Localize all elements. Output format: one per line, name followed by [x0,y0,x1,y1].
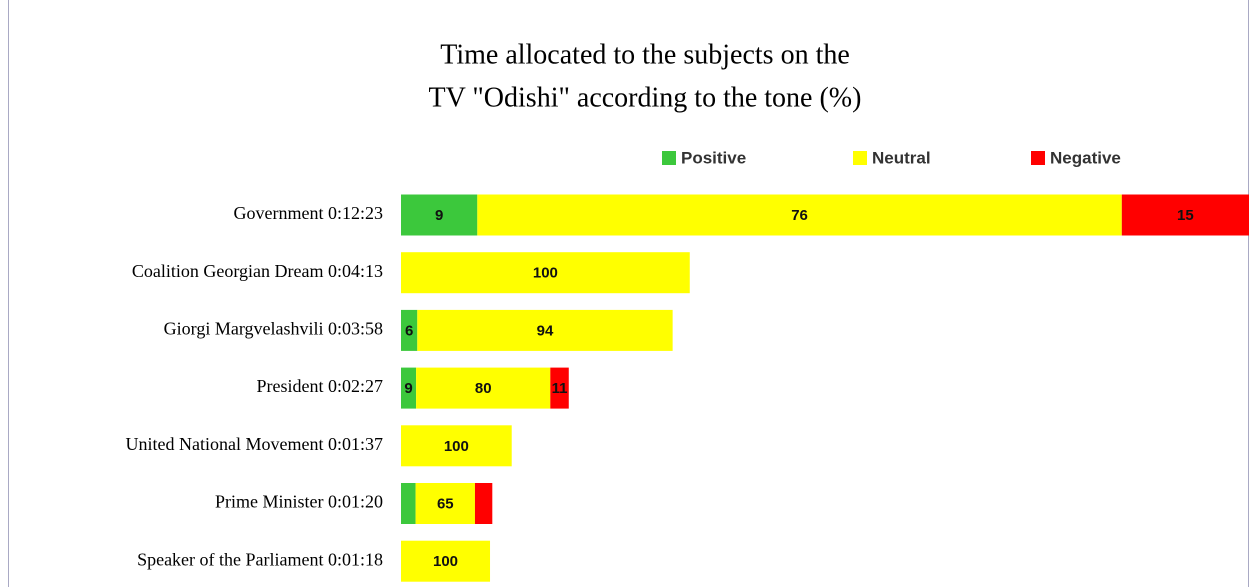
legend-swatch [853,151,867,165]
y-tick-label: Prime Minister 0:01:20 [215,492,383,512]
chart-frame [8,0,1249,587]
bar-segment [401,252,690,294]
bar-segment [401,367,417,409]
legend-label: Neutral [872,148,931,167]
bar-segment [550,367,569,409]
data-label: 9 [404,380,412,397]
y-tick-label: Giorgi Margvelashvili 0:03:58 [164,319,383,339]
y-tick-label: United National Movement 0:01:37 [126,434,383,454]
y-tick-label: President 0:02:27 [257,376,384,396]
data-label: 80 [475,380,492,397]
data-label: 94 [537,322,554,339]
y-tick-label: Speaker of the Parliament 0:01:18 [137,549,383,569]
bar-segment [401,483,416,524]
data-label: 6 [405,322,413,339]
bar-segment [1121,194,1249,236]
data-label: 76 [791,207,808,224]
bar-segment [417,309,673,351]
bar-segment [474,483,493,524]
bar-segment [415,483,475,524]
data-label: 100 [533,265,558,282]
data-label: 15 [1177,207,1194,224]
data-label: 11 [552,380,568,397]
chart-title: Time allocated to the subjects on the [440,39,850,70]
bar-segment [477,194,1122,236]
bar-segment [401,425,512,467]
data-label: 100 [444,438,469,455]
legend-swatch [1031,151,1045,165]
y-tick-label: Coalition Georgian Dream 0:04:13 [132,261,383,281]
data-label: 9 [435,207,443,224]
bar-segment [401,309,418,351]
legend-label: Positive [681,148,746,167]
data-label: 65 [437,495,454,512]
data-label: 100 [433,553,458,570]
bar-segment [401,194,478,236]
chart-title: TV "Odishi" according to the tone (%) [429,82,862,113]
legend-label: Negative [1050,148,1121,167]
legend-swatch [662,151,676,165]
bar-segment [416,367,551,409]
y-tick-label: Government 0:12:23 [234,203,383,223]
bar-segment [401,540,491,582]
